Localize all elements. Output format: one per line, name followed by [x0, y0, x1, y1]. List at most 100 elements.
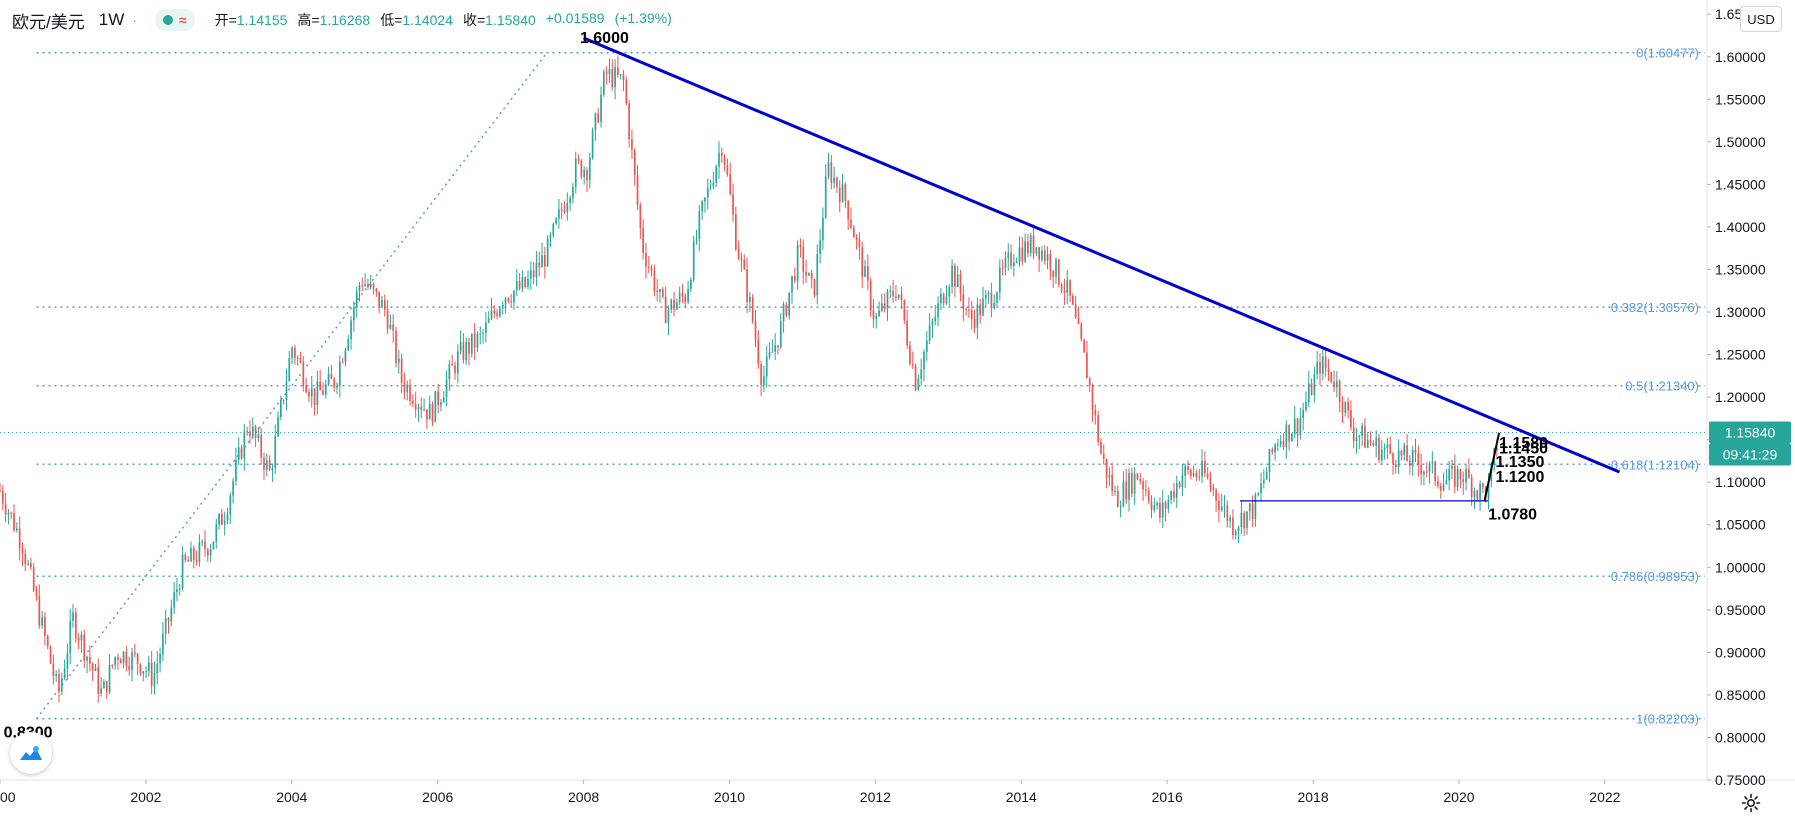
gear-icon[interactable]: [1738, 790, 1764, 816]
candle-body: [63, 668, 66, 679]
market-status-pill[interactable]: ≈: [154, 9, 195, 31]
currency-button[interactable]: USD: [1740, 6, 1782, 32]
candle-body: [594, 113, 597, 131]
candle-body: [344, 349, 347, 363]
y-tick-label: 1.20000: [1715, 389, 1766, 405]
separator-dot: ·: [132, 12, 137, 28]
candle-body: [558, 209, 560, 219]
candle-body: [1161, 502, 1164, 518]
candle-body: [1130, 473, 1133, 494]
candle-body: [375, 288, 378, 292]
candle-body: [799, 245, 802, 247]
candle-body: [133, 652, 136, 654]
change-value: +0.01589: [545, 10, 605, 26]
candle-body: [796, 245, 799, 281]
candle-body: [103, 681, 105, 689]
candle-body: [900, 294, 903, 301]
candle-body: [263, 457, 265, 470]
candle-body: [336, 385, 338, 388]
candle-body: [1223, 505, 1226, 507]
candle-body: [673, 299, 675, 310]
candle-body: [417, 406, 420, 410]
candle-body: [24, 553, 27, 564]
symbol-name[interactable]: 欧元/美元: [12, 12, 85, 32]
candle-body: [414, 404, 417, 410]
price-annotation: 1.1580: [1499, 435, 1548, 452]
y-tick-label: 1.60000: [1715, 49, 1766, 65]
candle-body: [1361, 425, 1363, 436]
candle-body: [173, 592, 175, 608]
candle-body: [80, 634, 83, 641]
y-tick-label: 1.50000: [1715, 134, 1766, 150]
candle-body: [1274, 444, 1276, 453]
candle-body: [1445, 480, 1448, 485]
candle-body: [423, 409, 425, 411]
candle-body: [1024, 241, 1026, 262]
candle-body: [791, 275, 793, 293]
candle-body: [1482, 483, 1484, 487]
candle-body: [1218, 500, 1220, 511]
open-label: 开=: [214, 12, 237, 28]
candle-body: [824, 176, 827, 218]
candle-body: [316, 381, 319, 405]
candle-body: [49, 646, 52, 664]
candle-body: [1380, 449, 1383, 461]
candle-body: [1080, 324, 1083, 340]
candle-body: [1344, 401, 1347, 413]
interval-label[interactable]: 1W: [98, 10, 125, 29]
candle-body: [732, 194, 734, 215]
candle-body: [41, 616, 43, 626]
candle-body: [66, 653, 69, 669]
candle-body: [473, 333, 476, 348]
candle-body: [1091, 385, 1094, 411]
candle-body: [1307, 383, 1310, 403]
candle-body: [1316, 362, 1319, 375]
candle-body: [1277, 444, 1279, 446]
candle-body: [1032, 235, 1035, 254]
candle-body: [524, 277, 527, 287]
candle-body: [369, 283, 372, 288]
candle-body: [774, 345, 776, 352]
candle-body: [633, 149, 636, 176]
candle-body: [176, 589, 178, 593]
candle-body: [895, 296, 897, 298]
candle-body: [1369, 439, 1372, 443]
candle-body: [285, 381, 288, 401]
candle-body: [875, 315, 878, 319]
candle-body: [426, 409, 428, 420]
candle-body: [229, 495, 232, 515]
candle-body: [788, 292, 791, 316]
candle-body: [1442, 484, 1445, 491]
tradingview-logo-icon[interactable]: [10, 732, 52, 774]
candle-body: [816, 253, 819, 296]
candle-body: [1246, 511, 1248, 529]
candle-body: [1279, 441, 1282, 445]
downtrend-line: [583, 36, 1621, 474]
candle-body: [625, 80, 628, 104]
candle-body: [973, 319, 976, 328]
candle-body: [1496, 448, 1498, 450]
y-tick-label: 0.90000: [1715, 644, 1766, 660]
candle-body: [841, 184, 844, 202]
candle-body: [428, 403, 431, 420]
fib-level-label: 0.382(1.30576): [1611, 300, 1699, 315]
candle-body: [490, 310, 493, 319]
candle-body: [987, 292, 990, 295]
candle-body: [296, 358, 299, 360]
candle-body: [653, 270, 656, 291]
candle-body: [249, 431, 251, 436]
candle-body: [280, 399, 282, 417]
candle-body: [998, 267, 1001, 293]
candle-body: [1119, 505, 1122, 508]
fib-level-label: 1(0.82203): [1636, 712, 1699, 727]
candle-body: [409, 384, 411, 401]
candle-body: [692, 241, 695, 280]
candle-body: [493, 310, 496, 314]
y-tick-label: 1.05000: [1715, 517, 1766, 533]
candle-body: [1189, 470, 1192, 476]
candle-body: [1293, 418, 1296, 435]
candle-body: [1035, 247, 1038, 254]
candle-body: [358, 285, 361, 292]
candle-body: [1209, 478, 1212, 488]
